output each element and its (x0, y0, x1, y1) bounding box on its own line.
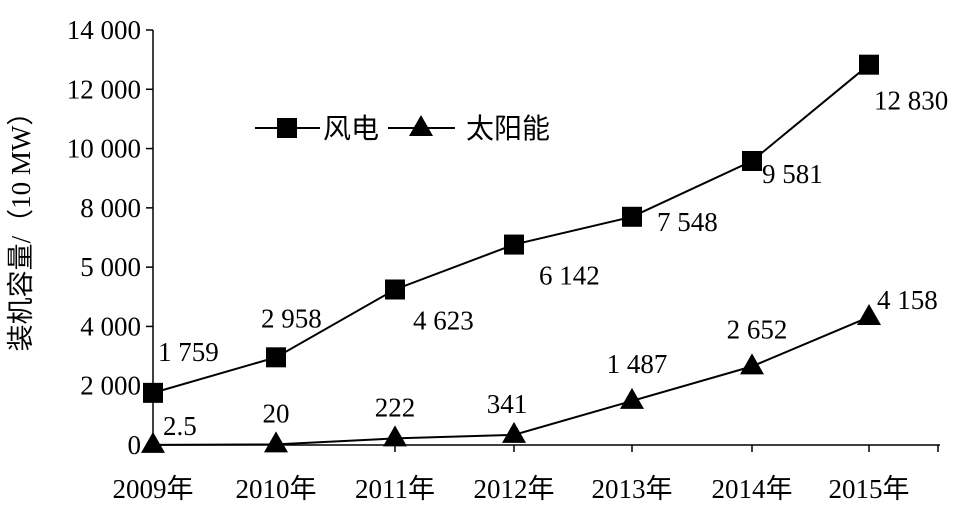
y-tick-label: 8 000 (80, 193, 141, 223)
y-tick-label: 12 000 (67, 74, 141, 104)
square-marker (742, 150, 762, 171)
triangle-marker (264, 431, 288, 453)
triangle-marker (502, 421, 526, 443)
data-label: 7 548 (657, 207, 718, 237)
x-tick-label: 2010年 (236, 474, 317, 504)
legend-square-marker (277, 118, 297, 138)
legend-label: 风电 (323, 113, 379, 145)
legend-triangle-marker (409, 115, 433, 136)
data-label: 341 (487, 389, 528, 419)
data-label: 9 581 (762, 159, 823, 189)
legend-label: 太阳能 (466, 113, 550, 145)
square-marker (266, 347, 286, 368)
y-axis-ticks: 0 2 000 4 000 5 000 8 000 10 000 12 000 14 000 (67, 15, 153, 460)
data-label: 2 958 (261, 303, 322, 333)
triangle-marker (383, 425, 407, 447)
x-tick-label: 2011年 (355, 474, 435, 504)
legend: 风电 太阳能 (255, 113, 550, 145)
triangle-marker (857, 304, 881, 326)
triangle-marker (620, 387, 644, 409)
y-tick-label: 4 000 (80, 311, 141, 341)
data-label: 4 158 (877, 285, 938, 315)
data-label: 222 (375, 392, 416, 422)
data-labels: 1 759 2 958 4 623 6 142 7 548 9 581 12 830 2.5 2… (158, 86, 948, 441)
data-label: 4 623 (413, 305, 474, 335)
square-marker (143, 382, 163, 403)
y-tick-label: 0 (128, 430, 142, 460)
data-label: 1 487 (607, 349, 668, 379)
triangle-marker (141, 431, 165, 453)
legend-item-wind: 风电 (255, 113, 379, 145)
x-tick-label: 2009年 (113, 474, 194, 504)
x-tick-label: 2014年 (712, 474, 793, 504)
x-tick-label: 2015年 (829, 474, 910, 504)
triangle-marker (740, 353, 764, 375)
x-tick-label: 2013年 (592, 474, 673, 504)
y-tick-label: 2 000 (80, 371, 141, 401)
series-layer (141, 54, 881, 453)
y-axis-label: 装机容量/（10 MW） (6, 99, 36, 352)
square-marker (504, 234, 524, 255)
data-label: 2 652 (727, 314, 788, 344)
square-marker (622, 206, 642, 227)
axes (152, 30, 940, 446)
y-tick-label: 14 000 (67, 15, 141, 45)
square-marker (385, 279, 405, 300)
data-label: 2.5 (163, 411, 197, 441)
y-tick-label: 5 000 (80, 252, 141, 282)
data-label: 12 830 (874, 86, 948, 116)
data-label: 1 759 (158, 337, 219, 367)
x-tick-label: 2012年 (474, 474, 555, 504)
data-label: 20 (263, 398, 290, 428)
data-label: 6 142 (539, 261, 600, 291)
x-axis-ticks: 2009年 2010年 2011年 2012年 2013年 2014年 2015年 (113, 445, 939, 504)
square-marker (859, 54, 879, 75)
legend-item-solar: 太阳能 (388, 113, 550, 145)
series-wind (143, 54, 879, 403)
series-solar (141, 304, 881, 453)
y-tick-label: 10 000 (67, 134, 141, 164)
